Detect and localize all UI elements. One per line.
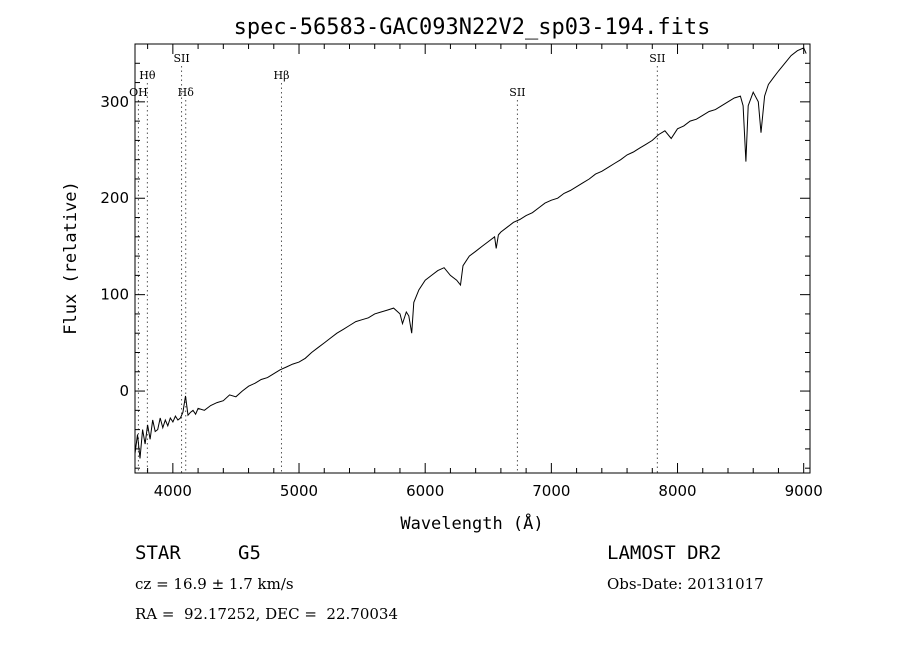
axis-ticks: 4000 5000 6000 7000 8000 9000 0 100 200 300 (100, 44, 823, 500)
redshift-text: cz = 16.9 ± 1.7 km/s (135, 575, 294, 593)
line-marker-label: Hθ (139, 69, 156, 82)
line-marker-label: Hβ (274, 69, 290, 82)
x-tick-label: 8000 (658, 482, 696, 500)
spectrum-line (134, 47, 807, 459)
line-marker-label: SII (173, 52, 189, 65)
survey-name: LAMOST DR2 (607, 542, 721, 564)
x-tick-label: 9000 (785, 482, 823, 500)
x-tick-label: 4000 (154, 482, 192, 500)
line-marker-label: SII (509, 86, 525, 99)
line-marker-label: Hδ (178, 86, 195, 99)
line-marker-label: SII (649, 52, 665, 65)
x-tick-label: 6000 (406, 482, 444, 500)
y-tick-label: 300 (100, 93, 129, 111)
chart-title: spec-56583-GAC093N22V2_sp03-194.fits (234, 15, 711, 40)
y-tick-label: 0 (119, 382, 129, 400)
coordinates: RA = 92.17252, DEC = 22.70034 (135, 605, 398, 623)
y-tick-label: 200 (100, 189, 129, 207)
x-axis-label: Wavelength (Å) (400, 512, 543, 534)
x-tick-label: 5000 (280, 482, 318, 500)
y-axis-label: Flux (relative) (61, 181, 81, 335)
plot-frame (134, 43, 811, 474)
x-tick-label: 7000 (532, 482, 570, 500)
y-tick-label: 100 (100, 286, 129, 304)
line-marker-label: OH (129, 86, 148, 99)
obs-date: Obs-Date: 20131017 (607, 575, 764, 593)
subclass: G5 (238, 542, 261, 564)
object-class: STAR (135, 542, 181, 564)
emission-line-markers: OH Hθ SII Hδ Hβ SII SII (129, 52, 665, 473)
